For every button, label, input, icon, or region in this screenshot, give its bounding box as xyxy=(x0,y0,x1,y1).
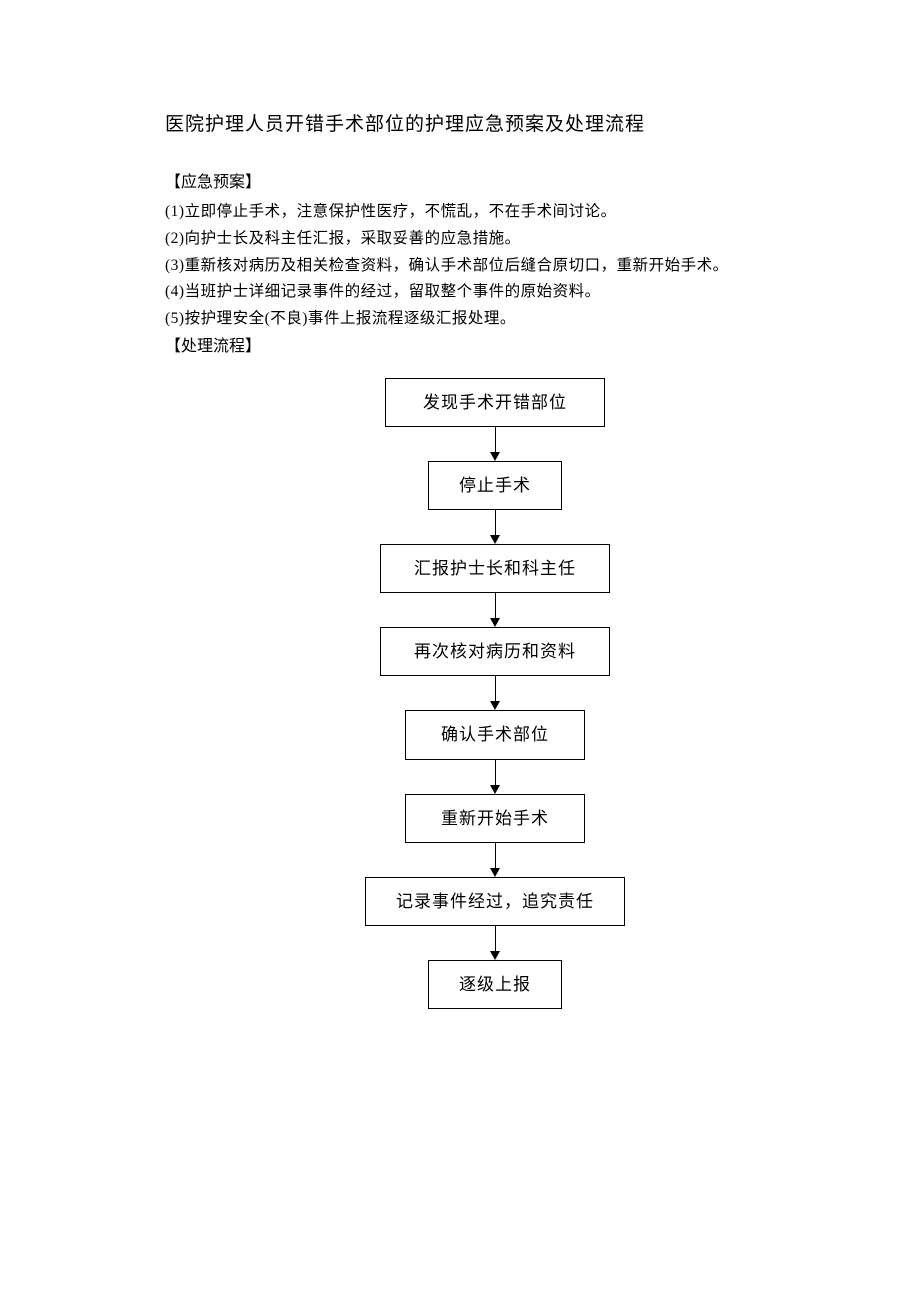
plan-item-4: (4)当班护士详细记录事件的经过，留取整个事件的原始资料。 xyxy=(165,280,765,305)
document-title: 医院护理人员开错手术部位的护理应急预案及处理流程 xyxy=(165,110,765,140)
flowchart: 发现手术开错部位停止手术汇报护士长和科主任再次核对病历和资料确认手术部位重新开始… xyxy=(165,378,765,1010)
plan-item-3: (3)重新核对病历及相关检查资料，确认手术部位后缝合原切口，重新开始手术。 xyxy=(165,254,765,279)
section-process-flow-header: 【处理流程】 xyxy=(165,334,765,360)
flow-arrow-0 xyxy=(490,427,500,461)
flow-node-6: 记录事件经过，追究责任 xyxy=(365,877,625,926)
flow-node-1: 停止手术 xyxy=(428,461,562,510)
flow-arrow-6 xyxy=(490,926,500,960)
flow-arrow-4 xyxy=(490,760,500,794)
plan-item-1: (1)立即停止手术，注意保护性医疗，不慌乱，不在手术间讨论。 xyxy=(165,200,765,225)
flow-arrow-3 xyxy=(490,676,500,710)
flow-node-0: 发现手术开错部位 xyxy=(385,378,605,427)
flow-arrow-1 xyxy=(490,510,500,544)
flow-node-7: 逐级上报 xyxy=(428,960,562,1009)
section-emergency-plan-header: 【应急预案】 xyxy=(165,170,765,196)
flow-node-4: 确认手术部位 xyxy=(405,710,585,759)
plan-item-2: (2)向护士长及科主任汇报，采取妥善的应急措施。 xyxy=(165,227,765,252)
flow-node-2: 汇报护士长和科主任 xyxy=(380,544,610,593)
flow-arrow-2 xyxy=(490,593,500,627)
plan-item-5: (5)按护理安全(不良)事件上报流程逐级汇报处理。 xyxy=(165,307,765,332)
flow-node-5: 重新开始手术 xyxy=(405,794,585,843)
flow-arrow-5 xyxy=(490,843,500,877)
flow-node-3: 再次核对病历和资料 xyxy=(380,627,610,676)
